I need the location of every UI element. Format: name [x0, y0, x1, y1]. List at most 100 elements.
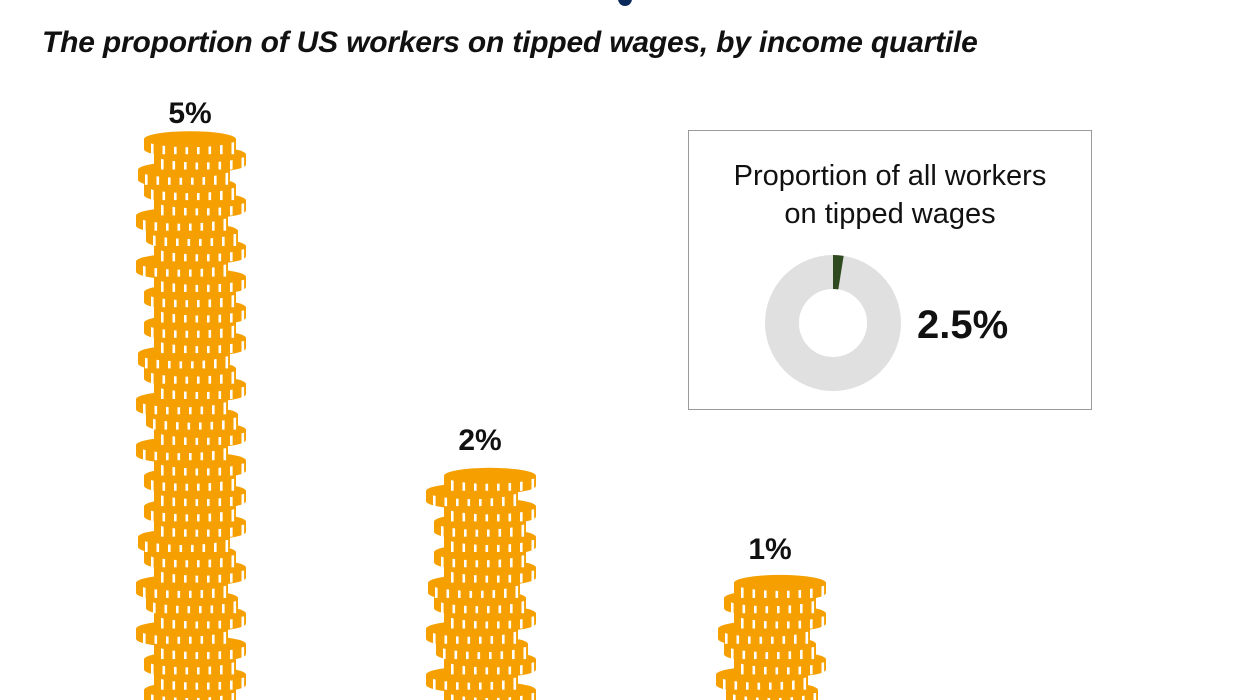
coin-ridge — [241, 310, 245, 323]
coin-ridge — [446, 585, 450, 598]
coin-ridge — [195, 432, 199, 445]
coin-ridge — [166, 585, 169, 598]
coin-ridge — [218, 616, 222, 629]
coin-ridge — [531, 570, 535, 583]
coin-ridge — [787, 616, 790, 629]
coin-ridge — [731, 601, 734, 614]
coin-ridge — [184, 249, 187, 262]
coin-ridge — [202, 356, 206, 369]
coin-ridge — [231, 142, 235, 155]
coin-ridge — [497, 478, 500, 491]
coin-ridge — [821, 585, 825, 598]
coin-stack-bar-3 — [716, 574, 826, 700]
coin-ridge — [479, 494, 482, 507]
coin-ridge — [230, 310, 233, 323]
coin-ridge — [765, 601, 769, 614]
coin-ridge — [458, 585, 461, 598]
coin-ridge — [197, 295, 200, 308]
coin-ridge — [172, 432, 176, 445]
coin-ridge — [161, 157, 164, 170]
coin-ridge — [161, 616, 164, 629]
coin-ridge — [218, 524, 222, 537]
coin-ridge — [151, 662, 154, 675]
coin-ridge — [475, 601, 479, 614]
coin-ridge — [241, 341, 245, 354]
coin-ridge — [168, 356, 171, 369]
coin-ridge — [223, 218, 227, 231]
coin-ridge — [177, 402, 181, 415]
coin-ridge — [787, 662, 790, 675]
coin-ridge — [230, 157, 233, 170]
coin-ridge — [451, 509, 454, 522]
coin-ridge — [172, 494, 176, 507]
coin-ridge — [195, 310, 199, 323]
coin-ridge — [467, 494, 471, 507]
coin-ridge — [513, 494, 517, 507]
coin-ridge — [208, 142, 212, 155]
coin-ridge — [510, 555, 513, 568]
coin-ridge — [821, 616, 825, 629]
coin-ridge — [764, 616, 767, 629]
coin-ridge — [510, 601, 513, 614]
overall-proportion-title-line-1: Proportion of all workers — [733, 160, 1047, 192]
coin-ridge — [218, 310, 222, 323]
coin-ridge — [151, 555, 154, 568]
coin-ridge — [202, 540, 206, 552]
coin-ridge — [241, 279, 245, 292]
coin-ridge — [523, 647, 527, 660]
coin-ridge — [218, 647, 222, 660]
coin-ridge — [798, 616, 802, 629]
coin-ridge — [172, 157, 176, 170]
coin-ridge — [174, 325, 177, 338]
coin-ridge — [207, 494, 210, 507]
coin-ridge — [162, 325, 166, 338]
coin-ridge — [156, 356, 160, 369]
coin-ridge — [520, 478, 523, 491]
coin-ridge — [520, 616, 523, 629]
coin-ridge — [475, 555, 479, 568]
coin-ridge — [207, 310, 210, 323]
coin-ridge — [218, 387, 222, 399]
coin-ridge — [451, 616, 454, 629]
coin-ridge — [161, 310, 164, 323]
coin-ridge — [764, 662, 767, 675]
coin-ridge — [231, 295, 235, 308]
coin-ridge — [462, 540, 466, 552]
coin-ridge — [231, 371, 235, 384]
coin-ridge — [734, 677, 738, 690]
coin-ridge — [189, 264, 192, 277]
coin-ridge — [174, 142, 177, 155]
coin-ridge — [156, 172, 160, 185]
coin-ridge — [444, 494, 448, 507]
bar-value-label-3: 1% — [748, 533, 791, 566]
coin-ridge — [775, 585, 779, 598]
coin-ridge — [220, 693, 223, 700]
coin-ridge — [241, 677, 245, 690]
coin-ridge — [490, 677, 494, 690]
coin-ridge — [479, 677, 482, 690]
coin-ridge — [212, 631, 215, 644]
coin-ridge — [212, 448, 215, 461]
coin-ridge — [162, 662, 166, 675]
coin-ridge — [241, 432, 245, 445]
coin-ridge — [222, 234, 225, 246]
coin-ridge — [811, 647, 815, 660]
coin — [444, 467, 536, 494]
coin-ridge — [435, 585, 438, 598]
coin-ridge — [184, 647, 187, 660]
coin-ridge — [800, 601, 803, 614]
coin-ridge — [185, 325, 189, 338]
coin-ridge — [174, 509, 177, 522]
coin-ridge — [177, 585, 181, 598]
coin-ridge — [788, 647, 792, 660]
coin-ridge — [195, 249, 199, 262]
coin-ridge — [218, 494, 222, 507]
coin-ridge — [490, 494, 494, 507]
coin-ridge — [481, 585, 484, 598]
coin-ridge — [497, 570, 500, 583]
coin-ridge — [184, 524, 187, 537]
coin-ridge — [456, 494, 459, 507]
coin-ridge — [145, 172, 148, 185]
coin-ridge — [218, 157, 222, 170]
coin-ridge — [782, 631, 786, 644]
